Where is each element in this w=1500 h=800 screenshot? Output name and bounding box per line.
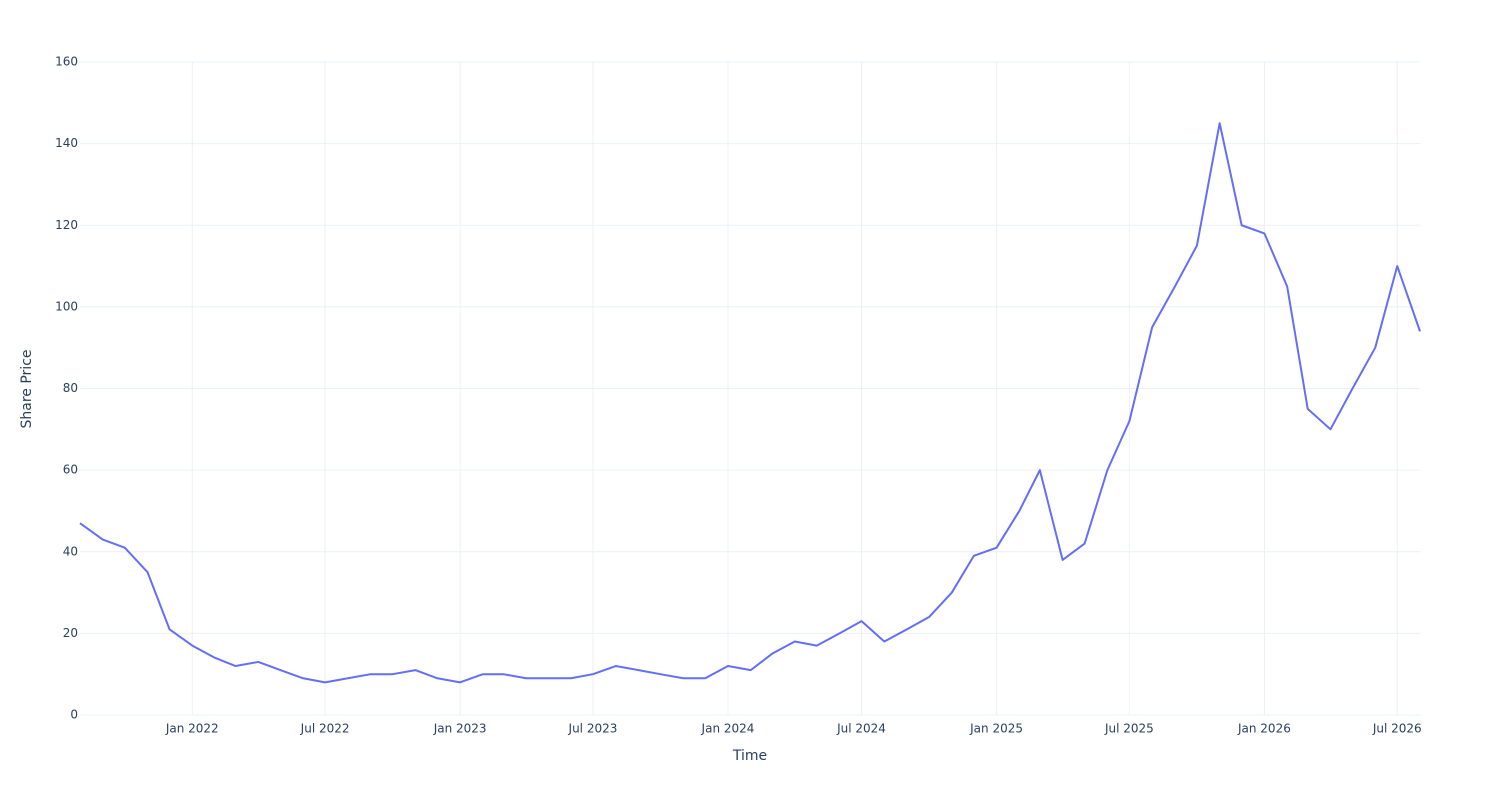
y-tick-label: 120 [55,218,78,232]
y-tick-label: 160 [55,55,78,69]
y-tick-label: 20 [63,626,78,640]
x-tick-label: Jan 2026 [1237,722,1291,736]
y-tick-label: 40 [63,544,78,558]
y-tick-label: 80 [63,381,78,395]
y-tick-label: 140 [55,136,78,150]
y-tick-label: 0 [70,708,78,722]
x-tick-label: Jan 2022 [165,722,219,736]
x-tick-label: Jul 2026 [1372,722,1422,736]
x-tick-label: Jan 2023 [433,722,487,736]
x-tick-label: Jul 2025 [1104,722,1154,736]
x-tick-label: Jul 2023 [568,722,618,736]
x-axis-title: Time [732,748,767,764]
x-tick-label: Jan 2024 [701,722,755,736]
y-tick-label: 60 [63,463,78,477]
x-tick-label: Jan 2025 [969,722,1023,736]
x-tick-label: Jul 2024 [836,722,886,736]
x-tick-label: Jul 2022 [300,722,350,736]
price-line [79,122,1421,684]
y-axis-title: Share Price [19,349,35,428]
y-tick-label: 100 [55,299,78,313]
